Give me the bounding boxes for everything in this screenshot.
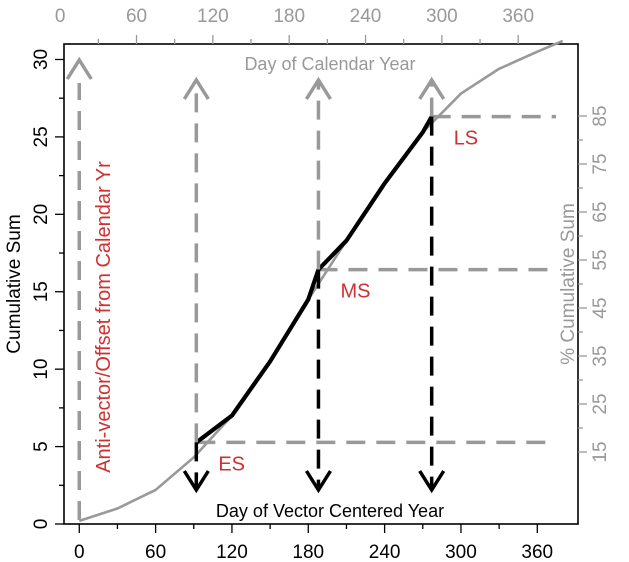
ms-up-arrow-head	[304, 76, 332, 100]
y-right-tick-label: 65	[590, 201, 611, 222]
left-axis-title: Cumulative Sum	[4, 214, 25, 353]
y-right-tick-label: 85	[590, 105, 611, 126]
es-label: ES	[218, 453, 245, 475]
y-left-tick-label: 10	[31, 359, 52, 380]
y-left-tick-label: 0	[31, 519, 52, 530]
y-right-tick-label: 45	[590, 297, 611, 318]
right-axis-title: % Cumulative Sum	[558, 203, 579, 365]
y-left-tick-label: 5	[31, 441, 52, 452]
y-left-tick-label: 20	[31, 204, 52, 225]
bottom-axis-title: Day of Vector Centered Year	[216, 501, 444, 521]
x-bottom-tick-label: 0	[74, 542, 85, 562]
top-axis-title: Day of Calendar Year	[244, 54, 415, 74]
x-top-tick-label: 60	[126, 6, 147, 27]
y-right-tick-label: 55	[590, 249, 611, 270]
es-up-arrow-head	[182, 76, 210, 100]
cumulative-sum-full-line	[78, 39, 564, 523]
ls-label: LS	[454, 128, 478, 150]
x-bottom-tick-label: 360	[521, 542, 553, 562]
x-bottom-tick-label: 300	[445, 542, 477, 562]
es-down-arrow-head	[182, 470, 210, 494]
y-left-tick-label: 25	[31, 126, 52, 147]
y-right-tick-label: 15	[590, 441, 611, 462]
offset-annotation: Anti-vector/Offset from Calendar Yr	[93, 161, 115, 473]
y-right-tick-label: 35	[590, 345, 611, 366]
y-left-tick-label: 15	[31, 281, 52, 302]
x-top-tick-label: 120	[197, 6, 229, 27]
x-bottom-tick-label: 120	[216, 542, 248, 562]
x-bottom-tick-label: 60	[145, 542, 166, 562]
cumulative-sum-season-line	[195, 115, 434, 445]
ls-up-arrow-head	[418, 76, 446, 100]
x-top-tick-label: 360	[502, 6, 534, 27]
ms-label: MS	[340, 281, 370, 303]
y-left-tick-label: 30	[31, 49, 52, 70]
ls-down-arrow-head	[418, 470, 446, 494]
x-top-tick-label: 0	[55, 6, 66, 27]
x-bottom-tick-label: 240	[369, 542, 401, 562]
x-top-tick-label: 240	[350, 6, 382, 27]
x-top-tick-label: 300	[426, 6, 458, 27]
offset-arrow-head	[65, 56, 93, 80]
x-top-tick-label: 180	[273, 6, 305, 27]
x-bottom-tick-label: 180	[292, 542, 324, 562]
ms-down-arrow-head	[304, 470, 332, 494]
y-right-tick-label: 75	[590, 153, 611, 174]
y-right-tick-label: 25	[590, 393, 611, 414]
